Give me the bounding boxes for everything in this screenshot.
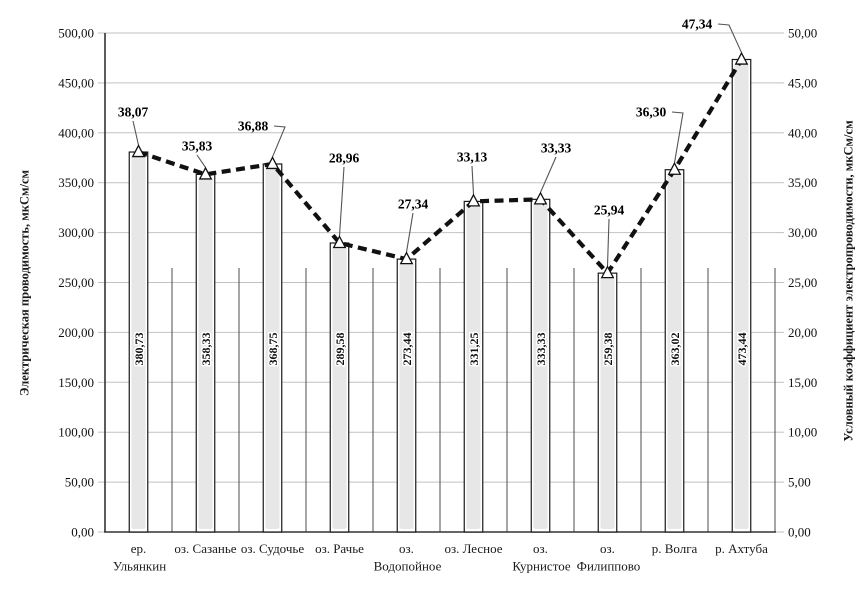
bar-value-label: 259,38 [601,333,615,366]
right-axis-tick-label: 10,00 [788,425,817,440]
right-axis-tick-label: 30,00 [788,225,817,240]
left-axis-tick-label: 300,00 [58,225,94,240]
leader-line [271,125,286,158]
leader-line [717,23,743,53]
category-label: оз. Сазанье [174,541,236,556]
right-axis-tick-label: 40,00 [788,125,817,140]
leader-line [196,154,206,168]
line-marker [667,161,682,175]
right-axis-tick-label: 5,00 [788,475,811,490]
bar-inner-fill [600,277,615,529]
category-label: оз. Лесное [444,541,502,556]
line-marker [332,235,347,249]
category-label: р. Волга [652,541,698,556]
bar-value-label: 358,33 [199,333,213,366]
line-marker [131,144,146,158]
left-axis-tick-label: 250,00 [58,275,94,290]
bar-value-label: 331,25 [467,333,481,366]
category-label: оз. Рачье [315,541,364,556]
bar-inner-fill [734,63,749,529]
leader-line [132,120,140,146]
right-axis-tick-label: 15,00 [788,375,817,390]
category-label: оз. Судочье [241,541,304,556]
category-label: р. Ахтуба [715,541,768,556]
leader-line [606,218,610,267]
category-label: Водопойное [374,559,442,574]
leader-line [405,212,414,253]
right-axis-tick-label: 35,00 [788,175,817,190]
leader-line [471,165,475,195]
bar-value-label: 289,58 [333,333,347,366]
data-label: 33,33 [541,141,572,156]
category-label: Филиппово [577,559,641,574]
bar-inner-fill [399,263,414,529]
bar-inner-fill [131,156,146,529]
leader-line [338,166,345,237]
bar-value-label: 380,73 [132,333,146,366]
line-marker [600,265,615,279]
category-label: Курнистое [512,559,571,574]
left-axis-tick-label: 200,00 [58,325,94,340]
line-marker [265,156,280,170]
line-marker [399,251,414,265]
data-label: 38,07 [118,105,149,120]
bar-inner-fill [667,173,682,529]
bar-inner-fill [265,167,280,530]
data-label: 25,94 [594,203,625,218]
data-label: 28,96 [329,151,360,166]
leader-line [539,156,557,193]
category-label: ер. [131,541,147,556]
category-label: оз. [399,541,414,556]
left-axis-tick-label: 400,00 [58,125,94,140]
data-label: 47,34 [682,17,713,32]
right-axis-tick-label: 20,00 [788,325,817,340]
bar-value-label: 368,75 [266,333,280,366]
line-marker [198,166,213,180]
bar-value-label: 473,44 [735,333,749,366]
data-label: 35,83 [182,139,213,154]
bar-inner-fill [198,178,213,529]
left-axis-tick-label: 0,00 [71,525,94,540]
right-axis-tick-label: 45,00 [788,75,817,90]
left-axis-tick-label: 350,00 [58,175,94,190]
bar-value-label: 363,02 [668,333,682,366]
data-label: 27,34 [398,197,429,212]
line-marker [734,51,749,65]
line-marker [466,193,481,207]
line-marker [533,191,548,205]
bar-value-label: 273,44 [400,333,414,366]
data-label: 36,30 [636,105,667,120]
category-label: Ульянкин [113,559,166,574]
right-axis-tick-label: 25,00 [788,275,817,290]
right-axis-tick-label: 0,00 [788,525,811,540]
left-axis-tick-label: 150,00 [58,375,94,390]
data-label: 36,88 [238,119,269,134]
bar-inner-fill [533,203,548,529]
bar-inner-fill [466,205,481,529]
leader-line [671,111,684,163]
left-axis-tick-label: 500,00 [58,26,94,41]
line-series [137,58,744,277]
category-label: оз. [533,541,548,556]
left-axis-tick-label: 450,00 [58,75,94,90]
bar-value-label: 333,33 [534,333,548,366]
right-axis-tick-label: 50,00 [788,26,817,41]
data-label: 33,13 [457,150,488,165]
bar-inner-fill [332,246,347,530]
left-axis-tick-label: 100,00 [58,425,94,440]
category-label: оз. [600,541,615,556]
left-axis-tick-label: 50,00 [65,475,94,490]
